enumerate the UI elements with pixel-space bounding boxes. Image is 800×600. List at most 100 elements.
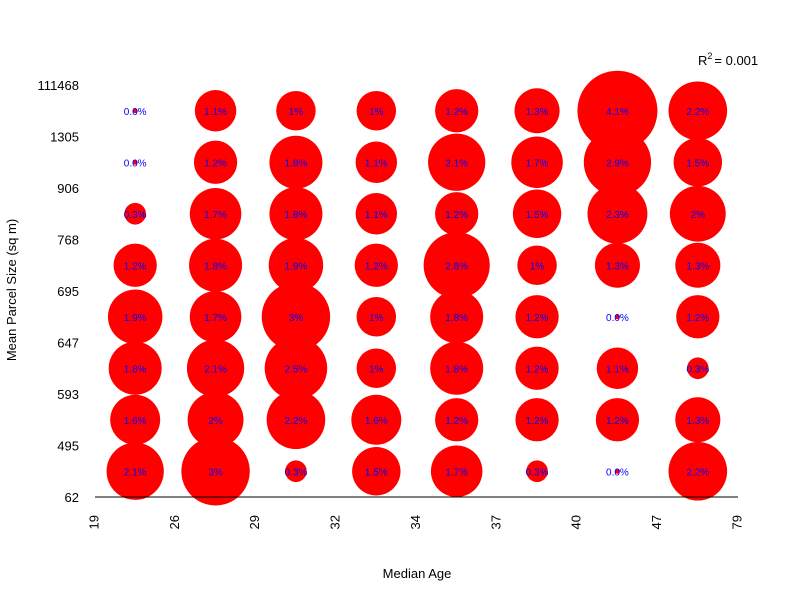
x-tick-label: 47 <box>649 515 664 529</box>
bubble <box>355 193 398 235</box>
bubble-label: 2.2% <box>686 467 709 478</box>
bubble-label: 1.1% <box>606 364 629 375</box>
bubble <box>614 314 620 320</box>
bubble-label: 0.3% <box>124 210 147 221</box>
bubble-label: 1% <box>369 313 384 324</box>
bubble <box>193 140 238 184</box>
bubble-label: 1.6% <box>365 416 388 427</box>
bubble-label: 1.2% <box>526 313 549 324</box>
bubble <box>423 232 490 299</box>
bubble <box>435 398 479 442</box>
bubble <box>356 296 397 337</box>
bubble-label: 1.8% <box>285 210 308 221</box>
y-tick-label: 768 <box>57 233 79 248</box>
bubble <box>132 159 138 165</box>
bubble <box>435 192 479 236</box>
bubble <box>132 108 138 114</box>
y-tick-label: 1305 <box>50 130 79 145</box>
y-tick-label: 62 <box>65 490 79 505</box>
bubble-label: 1.3% <box>526 107 549 118</box>
bubble <box>106 442 164 500</box>
bubble <box>577 70 658 151</box>
bubble <box>352 447 401 496</box>
bubble-label: 2% <box>208 416 223 427</box>
bubble <box>668 441 728 501</box>
bubble-label: 0.0% <box>124 107 147 118</box>
x-tick-label: 40 <box>569 515 584 529</box>
bubble <box>526 460 548 483</box>
bubble-label: 0.3% <box>285 467 308 478</box>
x-tick-label: 19 <box>86 515 101 529</box>
bubble <box>181 437 250 506</box>
bubble <box>675 242 721 288</box>
x-tick-label: 26 <box>167 515 182 529</box>
bubble-label: 1.2% <box>686 313 709 324</box>
x-tick-label: 37 <box>488 515 503 529</box>
bubble <box>189 290 242 343</box>
bubble-label: 1.5% <box>686 158 709 169</box>
bubble <box>435 89 479 133</box>
bubble <box>673 138 723 187</box>
bubble <box>113 243 157 287</box>
bubble-label: 2% <box>691 210 706 221</box>
bubble-label: 1.3% <box>686 261 709 272</box>
bubble-label: 1.2% <box>204 158 227 169</box>
bubble-label: 2.2% <box>686 107 709 118</box>
bubble <box>194 90 237 132</box>
bubble-label: 0.0% <box>606 313 629 324</box>
bubble <box>355 141 398 183</box>
bubble <box>668 81 728 141</box>
bubble-label: 1.7% <box>445 467 468 478</box>
bubble-label: 1.8% <box>445 364 468 375</box>
bubble <box>676 295 720 339</box>
bubble <box>515 346 559 390</box>
bubble-label: 3% <box>289 313 304 324</box>
bubble-label: 1.9% <box>285 261 308 272</box>
bubble-label: 2.8% <box>445 261 468 272</box>
y-tick-label: 593 <box>57 387 79 402</box>
y-tick-label: 111468 <box>38 78 79 93</box>
bubble <box>354 243 398 287</box>
bubble-label: 2.1% <box>204 364 227 375</box>
bubble <box>261 282 331 351</box>
bubble <box>269 187 323 241</box>
bubble-label: 1.2% <box>445 107 468 118</box>
bubble-label: 2.1% <box>445 158 468 169</box>
bubble-label: 1% <box>369 364 384 375</box>
y-tick-label: 906 <box>57 181 79 196</box>
bubble-label: 2.3% <box>606 210 629 221</box>
x-axis-title: Median Age <box>383 566 452 581</box>
bubble <box>514 88 560 134</box>
bubble <box>515 295 559 339</box>
bubble-label: 1.5% <box>526 210 549 221</box>
bubble <box>686 357 709 380</box>
bubble-label: 1.2% <box>606 416 629 427</box>
bubble <box>512 189 562 238</box>
bubble-label: 4.1% <box>606 107 629 118</box>
bubble <box>595 398 640 442</box>
bubble <box>276 90 316 131</box>
bubble-label: 1.9% <box>124 313 147 324</box>
bubble <box>356 348 397 389</box>
r-squared-prefix: R <box>698 53 707 68</box>
y-tick-label: 647 <box>57 336 79 351</box>
bubble <box>596 347 639 389</box>
bubble <box>430 445 483 498</box>
bubble-label: 2.9% <box>606 158 629 169</box>
bubble <box>187 391 244 448</box>
bubble-label: 1.2% <box>445 210 468 221</box>
bubble-label: 1.2% <box>445 416 468 427</box>
bubble <box>356 90 397 131</box>
x-axis-tick-labels: 19 26 29 32 34 37 40 47 79 <box>86 515 744 529</box>
bubble-label: 0.3% <box>526 467 549 478</box>
bubble-label: 1.8% <box>124 364 147 375</box>
bubble <box>189 238 243 292</box>
x-tick-label: 34 <box>408 515 423 529</box>
y-axis-title: Mean Parcel Size (sq m) <box>4 219 19 361</box>
bubble <box>285 460 307 483</box>
bubble-layer <box>106 70 728 506</box>
bubble-label: 1.2% <box>526 364 549 375</box>
bubble <box>124 202 147 225</box>
bubble-label: 0.3% <box>686 364 709 375</box>
